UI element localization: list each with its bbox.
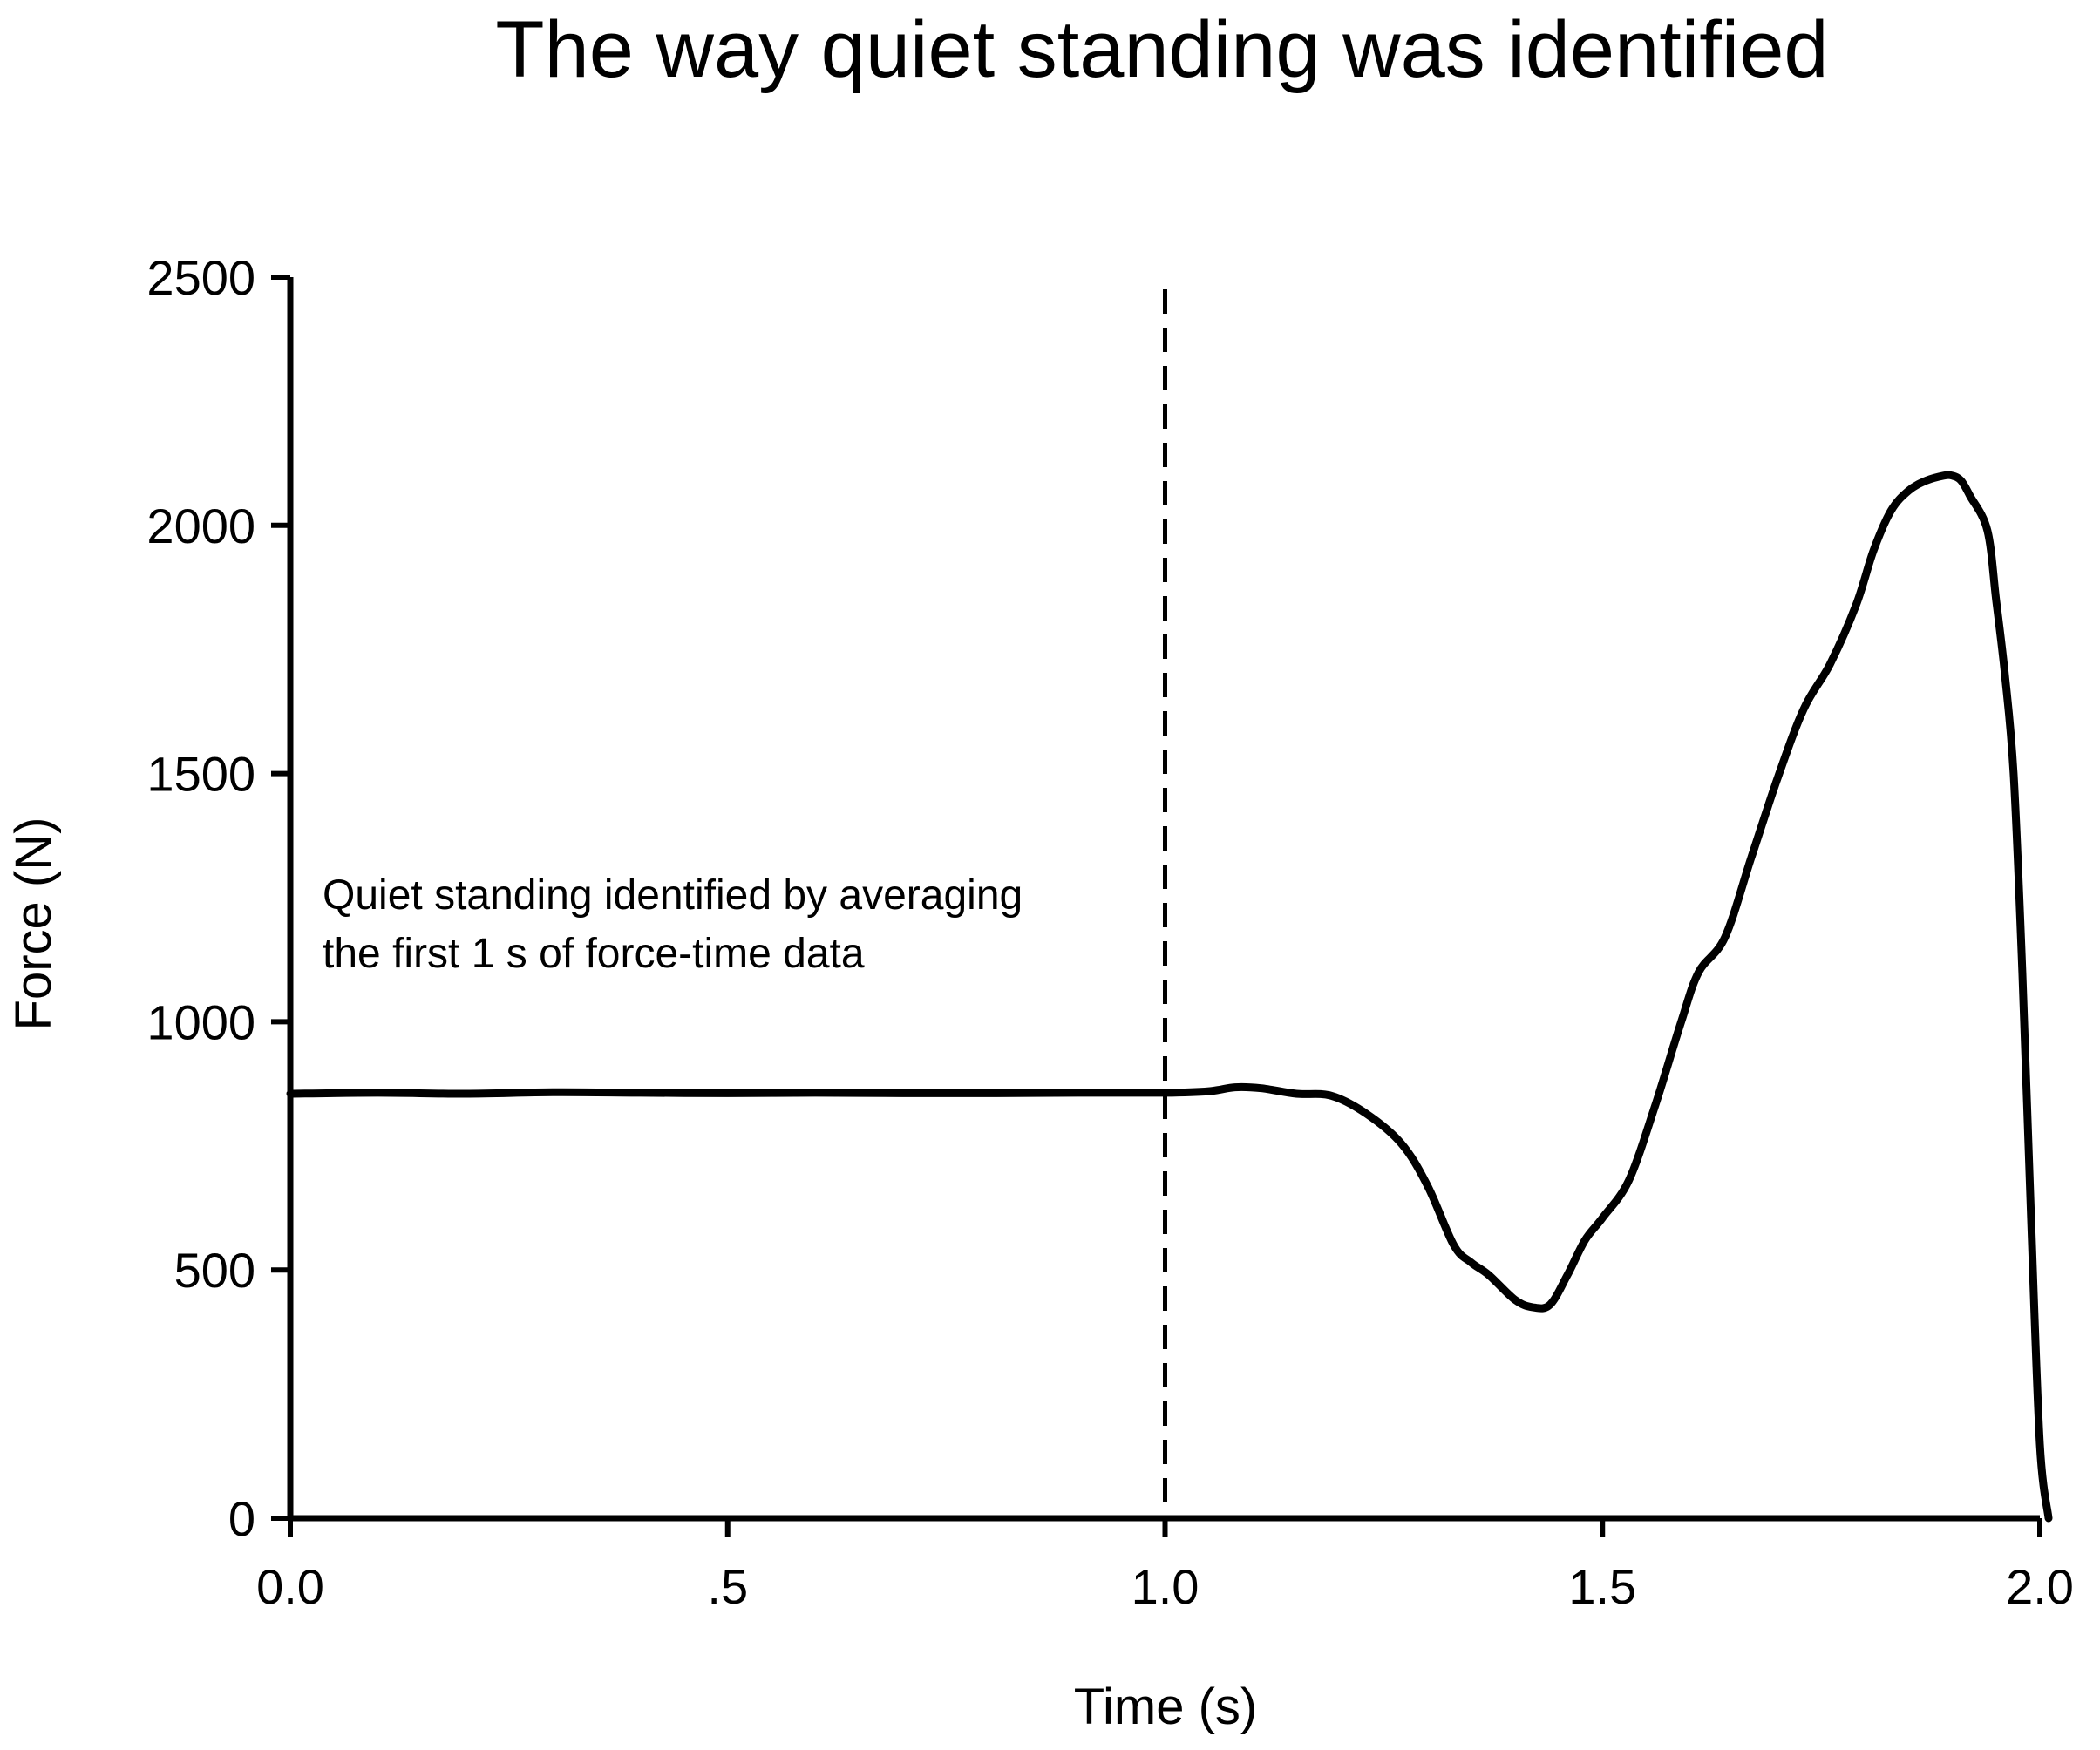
force-time-curve [286,471,2053,1523]
annotation-line-2: the first 1 s of force-time data [323,931,865,977]
x-tick-label: 1.5 [1568,1559,1636,1614]
x-tick-label: 1.0 [1132,1559,1200,1614]
y-axis-label: Force (N) [5,817,62,1031]
x-ticks: 0.0 .5 1.0 1.5 2.0 [256,1518,2074,1614]
x-axis-label: Time (s) [1074,1679,1257,1735]
x-tick-label: 0.0 [256,1559,324,1614]
chart-title: The way quiet standing was identified [495,5,1828,94]
x-tick-label: .5 [707,1559,748,1614]
y-tick-label: 2500 [146,250,255,305]
x-tick-label: 2.0 [2006,1559,2074,1614]
annotation-line-1: Quiet standing identified by averaging [323,872,1023,919]
y-tick-label: 1000 [146,994,255,1049]
y-tick-label: 0 [228,1491,255,1546]
y-tick-label: 2000 [146,499,255,553]
y-tick-label: 500 [174,1243,255,1298]
y-tick-label: 1500 [146,747,255,802]
y-ticks: 0 500 1000 1500 2000 2500 [146,250,290,1546]
